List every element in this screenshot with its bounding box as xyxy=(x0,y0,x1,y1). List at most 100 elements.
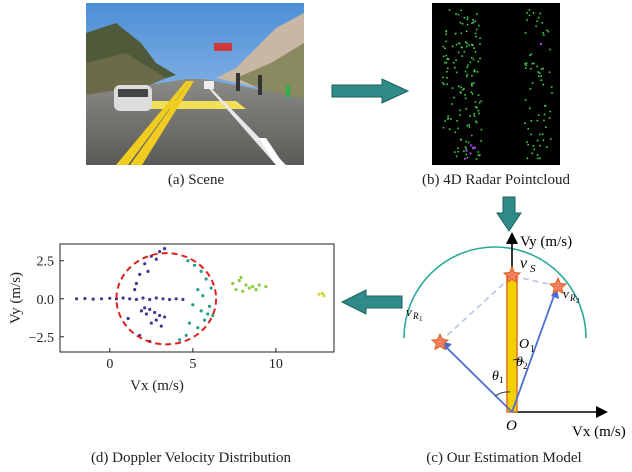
radar-point xyxy=(445,54,448,57)
radar-point xyxy=(463,88,465,90)
radar-point xyxy=(448,9,451,11)
radar-point xyxy=(537,16,540,19)
radar-point xyxy=(459,109,461,112)
radar-point xyxy=(526,12,528,14)
radar-point xyxy=(455,155,458,158)
scatter-point xyxy=(204,277,208,281)
radar-point xyxy=(476,106,478,109)
model-vs-label: v S xyxy=(520,255,536,275)
radar-point xyxy=(457,127,459,130)
radar-point xyxy=(473,113,475,115)
scatter-point xyxy=(75,297,79,301)
radar-point xyxy=(540,75,542,77)
radar-point xyxy=(479,57,481,60)
radar-point xyxy=(474,146,476,149)
scatter-point xyxy=(317,292,321,296)
radar-point xyxy=(465,147,467,150)
radar-point xyxy=(529,107,531,110)
radar-point xyxy=(471,85,473,87)
radar-point xyxy=(474,101,477,103)
radar-point xyxy=(539,144,541,147)
radar-point xyxy=(546,29,548,32)
x-tick-label: 5 xyxy=(189,357,196,372)
x-axis-label: Vx (m/s) xyxy=(130,378,184,394)
radar-point xyxy=(529,54,531,57)
scatter-point xyxy=(237,278,241,283)
radar-point xyxy=(536,139,539,142)
model-origin-label: O xyxy=(506,418,517,434)
radar-point xyxy=(475,158,478,160)
radar-point xyxy=(537,114,540,116)
svg-text:θ: θ xyxy=(516,355,523,370)
radar-point xyxy=(465,30,468,33)
radar-point xyxy=(448,128,451,130)
radar-point xyxy=(530,120,533,122)
scatter-point xyxy=(168,297,172,302)
svg-text:S: S xyxy=(530,263,536,275)
radar-point xyxy=(539,133,541,136)
scatter-point xyxy=(154,257,158,261)
caption-doppler: (d) Doppler Velocity Distribution xyxy=(90,450,292,466)
svg-text:v: v xyxy=(406,304,412,319)
model-vx-label: Vx (m/s) xyxy=(572,424,626,440)
scatter-point xyxy=(133,288,137,292)
radar-point xyxy=(476,71,479,73)
radar-point xyxy=(542,32,544,34)
y-tick-label: 2.5 xyxy=(37,255,55,270)
scatter-point xyxy=(138,272,142,276)
scatter-point xyxy=(196,288,200,292)
radar-point xyxy=(454,66,456,69)
scatter-point xyxy=(181,297,185,302)
radar-point xyxy=(453,96,455,99)
scatter-point xyxy=(154,318,158,322)
model-vy-label: Vy (m/s) xyxy=(520,234,572,250)
arrow-down-icon xyxy=(496,196,522,232)
radar-point xyxy=(442,82,444,84)
radar-point xyxy=(454,32,457,35)
y-tick-label: −2.5 xyxy=(29,331,54,346)
svg-text:2: 2 xyxy=(576,297,580,305)
radar-point xyxy=(544,104,546,107)
scatter-point xyxy=(199,309,203,313)
scatter-point xyxy=(153,310,157,315)
scatter-point xyxy=(144,312,148,316)
arrow-left-icon xyxy=(340,289,403,315)
radar-point xyxy=(537,71,539,73)
radar-point xyxy=(453,61,455,64)
doppler-chart: 0 5 10 2.5 0.0 −2.5 Vx (m/s) Vy (m/s) xyxy=(0,226,340,426)
scatter-point xyxy=(201,294,205,298)
caption-scene: (a) Scene xyxy=(167,172,225,188)
svg-text:R: R xyxy=(569,293,576,303)
radar-point xyxy=(473,69,476,71)
radar-point xyxy=(531,82,534,84)
radar-point xyxy=(474,51,477,53)
radar-point xyxy=(540,68,543,70)
svg-text:2: 2 xyxy=(523,361,528,371)
y-tick-label: 0.0 xyxy=(37,293,55,308)
scatter-point xyxy=(239,275,243,280)
scatter-point xyxy=(91,297,95,301)
radar-point xyxy=(466,23,469,26)
arrow-right-icon xyxy=(331,78,410,104)
radar-point xyxy=(466,42,468,45)
radar-point xyxy=(467,64,469,67)
svg-text:v: v xyxy=(520,255,528,272)
svg-text:θ: θ xyxy=(492,369,499,384)
radar-point xyxy=(470,144,473,147)
radar-point xyxy=(471,93,474,95)
radar-point xyxy=(457,147,459,149)
radar-point xyxy=(526,157,529,160)
radar-point xyxy=(547,30,550,33)
radar-point xyxy=(545,126,547,128)
radar-point xyxy=(442,126,445,129)
radar-point xyxy=(464,157,467,160)
radar-point xyxy=(548,117,551,119)
radar-point xyxy=(466,18,469,20)
radar-point xyxy=(550,138,552,140)
radar-point xyxy=(472,58,475,61)
radar-point xyxy=(455,59,457,61)
radar-point xyxy=(536,154,539,156)
scatter-point xyxy=(202,318,207,322)
radar-point xyxy=(460,9,462,12)
scatter-point xyxy=(148,307,152,311)
